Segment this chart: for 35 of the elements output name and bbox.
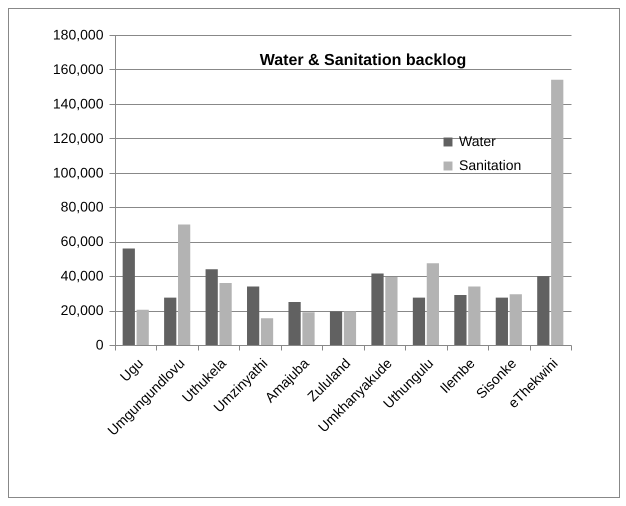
bar	[537, 276, 550, 345]
y-tick-label: 0	[96, 336, 104, 352]
bar	[496, 298, 508, 345]
bar	[136, 310, 149, 345]
bar	[178, 224, 190, 345]
y-tick-label: 140,000	[52, 95, 104, 112]
y-tick-label: 40,000	[60, 268, 104, 284]
bar	[288, 302, 301, 345]
y-tick-label: 160,000	[52, 60, 104, 77]
y-tick-label: 120,000	[52, 130, 104, 146]
bar	[454, 295, 467, 345]
y-tick-label: 60,000	[60, 233, 104, 250]
bar	[164, 298, 176, 345]
bar	[122, 248, 135, 345]
bar	[385, 276, 398, 345]
legend-label: Water	[459, 133, 496, 149]
y-tick-label: 100,000	[52, 164, 104, 180]
y-tick-label: 20,000	[60, 302, 104, 318]
bar	[371, 274, 384, 345]
bar	[468, 286, 480, 345]
bar	[551, 80, 564, 345]
bar	[344, 311, 356, 345]
y-tick-label: 180,000	[52, 26, 104, 42]
bar	[219, 283, 232, 345]
y-tick-label: 80,000	[60, 198, 104, 215]
bar	[330, 311, 342, 345]
text: Water & Sanitation backlog	[260, 52, 466, 69]
bar	[260, 318, 274, 345]
bar	[302, 312, 315, 345]
bar	[510, 294, 522, 345]
bar	[247, 286, 260, 345]
bar	[206, 269, 218, 345]
bar	[412, 298, 426, 345]
bar	[426, 263, 439, 345]
legend-label: Sanitation	[459, 157, 522, 173]
